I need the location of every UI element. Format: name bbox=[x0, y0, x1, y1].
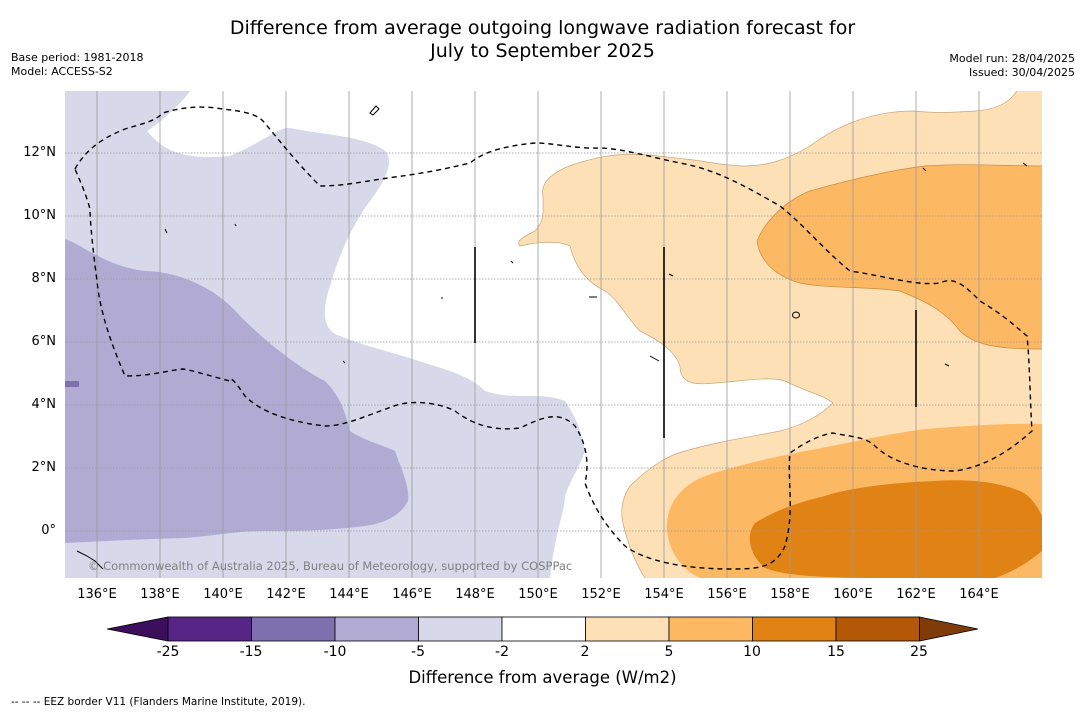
lon-label-164e: 164°E bbox=[959, 587, 999, 602]
colorbar-bin-1 bbox=[167, 616, 252, 642]
lat-label-4n: 4°N bbox=[31, 397, 57, 412]
lon-label-156e: 156°E bbox=[707, 587, 747, 602]
map-title-line2: July to September 2025 bbox=[430, 40, 655, 62]
lon-label-136e: 136°E bbox=[77, 587, 117, 602]
anomaly-region-pos-medium bbox=[757, 164, 1042, 349]
model-run-date: Model run: 28/04/2025 bbox=[949, 52, 1075, 65]
colorbar-tick-neg15: -15 bbox=[239, 644, 263, 660]
model-info: Base period: 1981-2018 Model: ACCESS-S2 bbox=[11, 51, 143, 79]
run-info: Model run: 28/04/2025 Issued: 30/04/2025 bbox=[949, 52, 1075, 80]
colorbar-bin-8 bbox=[752, 616, 837, 642]
lat-label-10n: 10°N bbox=[23, 208, 56, 223]
colorbar-tick-25: 25 bbox=[910, 644, 928, 660]
lon-label-150e: 150°E bbox=[518, 587, 558, 602]
colorbar-tick-neg5: -5 bbox=[411, 644, 425, 660]
lat-label-12n: 12°N bbox=[23, 145, 56, 160]
lat-label-6n: 6°N bbox=[31, 334, 57, 349]
lon-label-142e: 142°E bbox=[266, 587, 306, 602]
lon-label-152e: 152°E bbox=[581, 587, 621, 602]
colorbar-bin-9 bbox=[835, 616, 920, 642]
lon-label-140e: 140°E bbox=[203, 587, 243, 602]
lon-label-144e: 144°E bbox=[329, 587, 369, 602]
base-period: Base period: 1981-2018 bbox=[11, 51, 144, 64]
contour-line-light-orange bbox=[518, 91, 1018, 578]
colorbar-tick-neg2: -2 bbox=[495, 644, 509, 660]
lon-label-148e: 148°E bbox=[455, 587, 495, 602]
lon-label-154e: 154°E bbox=[644, 587, 684, 602]
anomaly-patch-neg-medium bbox=[65, 381, 79, 387]
map-title-line1: Difference from average outgoing longwav… bbox=[229, 17, 856, 39]
colorbar-bin-6 bbox=[585, 616, 670, 642]
lon-label-146e: 146°E bbox=[392, 587, 432, 602]
eez-legend-footnote: -- -- -- EEZ border V11 (Flanders Marine… bbox=[11, 696, 306, 708]
colorbar-tick-15: 15 bbox=[827, 644, 845, 660]
colorbar-tick-neg25: -25 bbox=[156, 644, 180, 660]
colorbar-extend-low bbox=[107, 616, 169, 642]
forecast-map bbox=[65, 91, 1042, 578]
colorbar-tick-neg10: -10 bbox=[323, 644, 347, 660]
lat-label-8n: 8°N bbox=[31, 271, 57, 286]
lat-label-0: 0° bbox=[41, 523, 56, 538]
colorbar-extend-high bbox=[919, 616, 979, 642]
colorbar bbox=[107, 616, 979, 642]
contour-line-medium-orange bbox=[756, 164, 1042, 350]
copyright-notice: © Commonwealth of Australia 2025, Bureau… bbox=[88, 559, 573, 573]
model-name: Model: ACCESS-S2 bbox=[11, 65, 113, 78]
colorbar-tick-10: 10 bbox=[743, 644, 761, 660]
lon-label-158e: 158°E bbox=[770, 587, 810, 602]
graticule bbox=[65, 152, 1042, 532]
colorbar-bin-7 bbox=[668, 616, 753, 642]
island-markers bbox=[76, 105, 1028, 570]
colorbar-bin-4 bbox=[418, 616, 503, 642]
colorbar-tick-5: 5 bbox=[664, 644, 674, 660]
lon-label-162e: 162°E bbox=[896, 587, 936, 602]
lon-label-160e: 160°E bbox=[833, 587, 873, 602]
colorbar-title: Difference from average (W/m2) bbox=[408, 668, 677, 687]
lat-label-2n: 2°N bbox=[31, 460, 57, 475]
eez-border bbox=[74, 106, 1033, 570]
anomaly-region-neg-medium bbox=[65, 239, 409, 543]
anomaly-region-pos-dark bbox=[749, 480, 1042, 578]
lon-label-138e: 138°E bbox=[140, 587, 180, 602]
colorbar-bin-5 bbox=[501, 616, 586, 642]
colorbar-bin-3 bbox=[334, 616, 419, 642]
island-chain-lines bbox=[474, 247, 917, 438]
issued-date: Issued: 30/04/2025 bbox=[968, 66, 1075, 79]
colorbar-bin-2 bbox=[251, 616, 336, 642]
colorbar-tick-2: 2 bbox=[580, 644, 590, 660]
